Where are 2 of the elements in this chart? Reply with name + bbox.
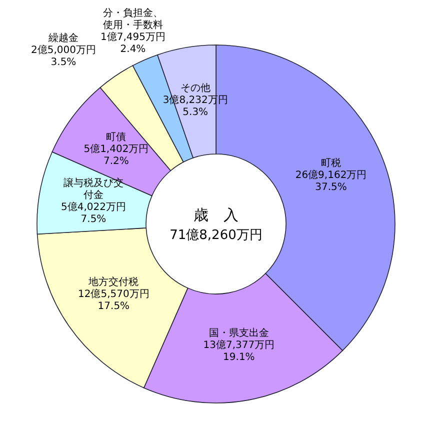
title: 歳 入	[194, 206, 238, 224]
subtitle: 71億8,260万円	[170, 228, 262, 243]
